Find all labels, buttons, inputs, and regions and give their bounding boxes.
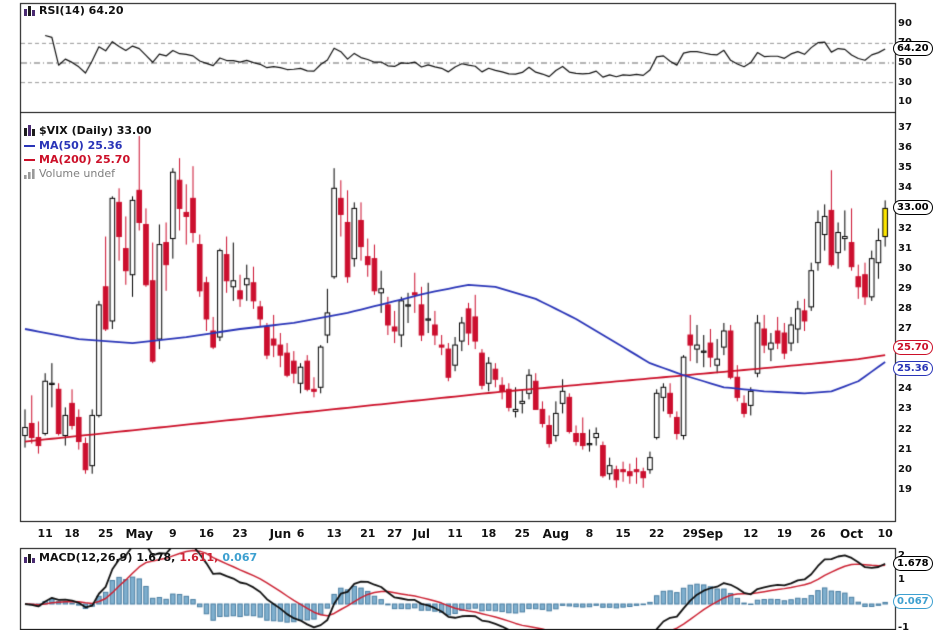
x-axis-tick: 9 [169, 527, 177, 540]
y-axis-tick: 27 [898, 323, 912, 334]
y-axis-tick: 31 [898, 242, 912, 254]
y-axis-tick: -1 [898, 622, 910, 630]
macd-legend-histogram-value: 0.067 [222, 551, 258, 564]
x-axis-tick: Jun [269, 527, 292, 541]
macd-legend-macd-value: 1.678, [136, 551, 176, 564]
volume-bars-icon [24, 168, 35, 179]
y-axis-tick: 22 [898, 423, 912, 435]
macd-indicator-icon [24, 554, 35, 563]
x-axis-tick: 29 [682, 527, 698, 540]
x-axis-tick: 8 [585, 527, 594, 540]
x-axis-tick: 11 [447, 527, 463, 540]
x-axis-tick: 27 [386, 527, 403, 540]
ma50-legend-text: MA(50) 25.36 [39, 139, 123, 152]
x-axis-tick: 25 [97, 527, 114, 540]
y-axis-tick: 50 [898, 57, 912, 68]
x-axis-tick: 12 [743, 527, 759, 540]
y-axis-tick: 28 [898, 302, 912, 314]
y-axis-tick: 20 [898, 463, 912, 475]
x-axis-tick: 21 [360, 527, 376, 540]
x-axis-tick: 18 [64, 527, 80, 540]
y-axis-tick: 24 [898, 383, 912, 395]
macd-legend: MACD(12,26,9) 1.678, 1.611, 0.067 [24, 551, 257, 564]
y-axis-tick: 19 [898, 483, 912, 495]
y-axis-tick: 23 [898, 403, 912, 415]
y-axis-tick: 36 [898, 142, 912, 154]
volume-legend: Volume undef [24, 167, 115, 180]
macd-legend-signal-value: 1.611, [179, 551, 219, 564]
ma50-line-icon [24, 145, 35, 147]
ma200-legend-text: MA(200) 25.70 [39, 153, 131, 166]
x-axis-tick: 25 [514, 527, 530, 540]
macd-value-pill: 1.678 [893, 555, 933, 571]
x-axis-tick: 10 [877, 527, 893, 540]
symbol-legend-text: $VIX (Daily) 33.00 [39, 124, 152, 137]
y-axis-tick: 10 [898, 96, 912, 108]
last-price-pill: 33.00 [893, 200, 933, 216]
volume-legend-text: Volume undef [39, 167, 115, 180]
rsi-indicator-icon [24, 6, 35, 16]
macd-legend-name: MACD(12,26,9) [39, 551, 133, 564]
ma50-legend: MA(50) 25.36 [24, 139, 122, 152]
x-axis-tick: May [125, 527, 153, 541]
y-axis-tick: 37 [898, 122, 912, 133]
x-axis-tick: 23 [232, 527, 248, 540]
macd-histogram-pill: 0.067 [893, 594, 933, 610]
x-axis-tick: 6 [296, 527, 305, 540]
x-axis-tick: 26 [810, 527, 826, 540]
symbol-legend: $VIX (Daily) 33.00 [24, 124, 152, 137]
y-axis-tick: 29 [898, 282, 912, 294]
y-axis-tick: 35 [898, 162, 912, 174]
ma200-value-pill: 25.70 [893, 340, 933, 356]
x-axis-tick: Jul [412, 527, 431, 541]
x-axis-tick: 16 [198, 527, 215, 540]
x-axis-tick: 15 [615, 527, 631, 540]
x-axis-tick: 19 [776, 527, 793, 540]
x-axis-tick: 13 [326, 527, 342, 540]
x-axis-tick: 22 [649, 527, 665, 540]
rsi-value-pill: 64.20 [893, 41, 933, 57]
x-axis-tick: Sep [697, 527, 724, 541]
y-axis-tick: 1 [898, 574, 905, 585]
x-axis-tick: 11 [37, 527, 53, 540]
x-axis-tick: Oct [840, 527, 864, 541]
symbol-icon [24, 125, 35, 136]
ma50-value-pill: 25.36 [893, 360, 933, 376]
x-axis-tick: Aug [542, 527, 570, 541]
y-axis-tick: 2 [898, 550, 905, 562]
rsi-legend-text: RSI(14) 64.20 [39, 4, 124, 17]
y-axis-tick: 30 [898, 76, 912, 88]
x-axis-tick: 18 [481, 527, 497, 540]
y-axis-tick: 34 [898, 182, 912, 194]
y-axis-tick: 21 [898, 443, 912, 455]
y-axis-tick: 30 [898, 262, 912, 274]
rsi-legend: RSI(14) 64.20 [24, 4, 123, 17]
ma200-line-icon [24, 159, 35, 161]
y-axis-tick: 32 [898, 222, 912, 234]
y-axis-tick: 90 [898, 17, 912, 29]
ma200-legend: MA(200) 25.70 [24, 153, 130, 166]
